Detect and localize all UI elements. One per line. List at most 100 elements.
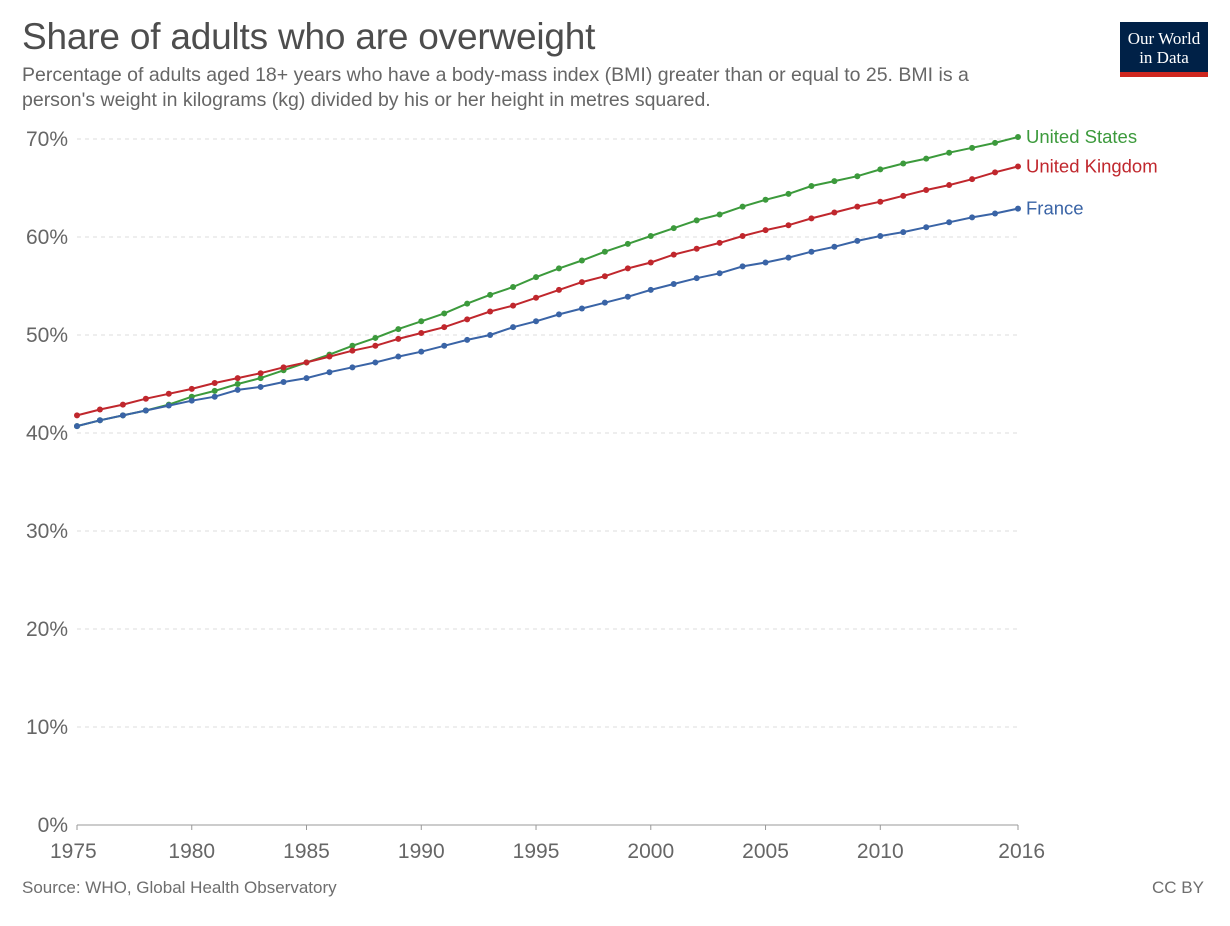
data-point	[280, 379, 287, 386]
y-tick-label: 10%	[26, 716, 68, 739]
data-point	[739, 233, 746, 240]
data-point	[372, 334, 379, 341]
data-point	[464, 316, 471, 323]
series-label: France	[1026, 198, 1084, 219]
data-point	[349, 347, 356, 354]
data-point	[693, 245, 700, 252]
license-link[interactable]: CC BY	[1152, 878, 1204, 897]
data-point	[923, 224, 930, 231]
data-point	[96, 417, 103, 424]
data-point	[234, 375, 241, 382]
data-point	[647, 286, 654, 293]
x-tick-label: 2016	[998, 840, 1045, 863]
data-point	[624, 293, 631, 300]
data-point	[280, 364, 287, 371]
x-tick-label: 1975	[50, 840, 97, 863]
data-point	[119, 412, 126, 419]
data-point	[1015, 205, 1021, 212]
data-point	[992, 169, 999, 176]
data-point	[441, 310, 448, 317]
series-line-france	[76, 207, 1019, 428]
data-point	[670, 225, 677, 232]
data-point	[211, 380, 218, 387]
data-point	[372, 342, 379, 349]
data-point	[418, 330, 425, 337]
data-point	[1015, 134, 1021, 141]
data-point	[624, 265, 631, 272]
data-point	[739, 203, 746, 210]
series-line-united-states	[76, 136, 1019, 428]
x-tick-label: 1990	[398, 840, 445, 863]
data-point	[165, 402, 172, 409]
data-point	[326, 369, 333, 376]
data-point	[326, 353, 333, 360]
owid-logo[interactable]: Our World in Data	[1120, 22, 1208, 77]
data-point	[969, 144, 976, 151]
grid-lines	[77, 138, 1018, 728]
data-point	[257, 375, 264, 382]
data-point	[165, 390, 172, 397]
data-point	[762, 196, 769, 203]
data-point	[349, 364, 356, 371]
data-point	[418, 318, 425, 325]
series-label: United Kingdom	[1026, 155, 1158, 176]
data-point	[854, 173, 861, 180]
data-point	[555, 311, 562, 318]
data-point	[900, 160, 907, 167]
data-point	[372, 359, 379, 366]
data-point	[418, 348, 425, 355]
data-point	[578, 279, 585, 286]
data-point	[647, 259, 654, 266]
data-point	[510, 302, 517, 309]
data-point	[74, 423, 80, 430]
data-point	[808, 248, 815, 255]
data-point	[303, 359, 310, 366]
data-point	[877, 198, 884, 205]
data-point	[578, 257, 585, 264]
data-point	[693, 275, 700, 282]
data-point	[762, 227, 769, 234]
data-point	[487, 308, 494, 315]
y-tick-label: 50%	[26, 324, 68, 347]
data-point	[234, 386, 241, 393]
y-tick-label: 60%	[26, 226, 68, 249]
data-point	[716, 211, 723, 218]
data-point	[969, 176, 976, 183]
data-point	[992, 210, 999, 217]
data-point	[601, 273, 608, 280]
chart-title: Share of adults who are overweight	[22, 16, 596, 57]
logo-line-1: Our World	[1127, 29, 1201, 48]
series-labels: United States United Kingdom France	[1026, 126, 1158, 219]
data-point	[923, 155, 930, 162]
y-tick-label: 70%	[26, 128, 68, 151]
logo-line-2: in Data	[1139, 48, 1189, 67]
data-point	[601, 248, 608, 255]
data-point	[877, 233, 884, 240]
data-point	[900, 192, 907, 199]
data-point	[96, 406, 103, 413]
source-note: Source: WHO, Global Health Observatory	[22, 878, 337, 897]
data-point	[854, 237, 861, 244]
x-tick-label: 2005	[742, 840, 789, 863]
series-line-united-kingdom	[76, 165, 1019, 417]
data-point	[464, 300, 471, 307]
data-point	[1015, 163, 1021, 170]
data-point	[142, 395, 149, 402]
y-tick-label: 40%	[26, 422, 68, 445]
data-point	[533, 294, 540, 301]
data-point	[808, 183, 815, 190]
data-point	[487, 291, 494, 298]
data-point	[831, 178, 838, 185]
data-point	[946, 149, 953, 156]
data-point	[762, 259, 769, 266]
data-point	[188, 397, 195, 404]
x-tick-label: 1980	[168, 840, 215, 863]
data-point	[257, 370, 264, 377]
series-label: United States	[1026, 126, 1137, 147]
data-point	[395, 353, 402, 360]
data-point	[831, 243, 838, 250]
data-point	[785, 254, 792, 261]
data-point	[487, 332, 494, 338]
data-point	[257, 383, 264, 390]
